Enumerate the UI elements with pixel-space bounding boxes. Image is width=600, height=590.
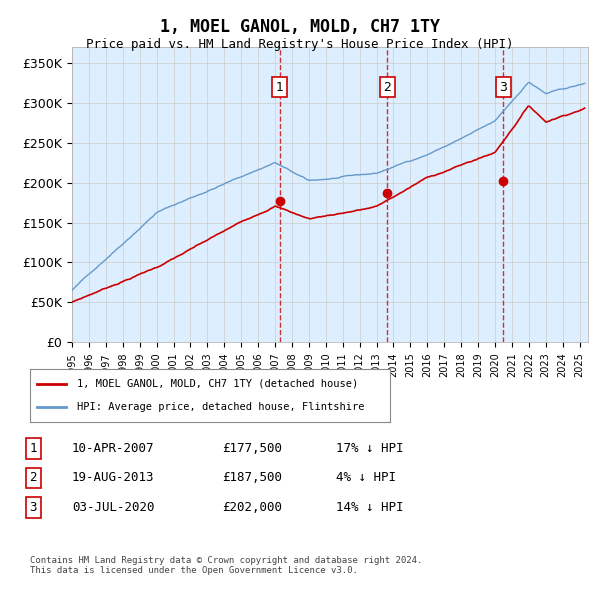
Text: 17% ↓ HPI: 17% ↓ HPI [336,442,404,455]
Text: £187,500: £187,500 [222,471,282,484]
Text: 14% ↓ HPI: 14% ↓ HPI [336,501,404,514]
Text: 1, MOEL GANOL, MOLD, CH7 1TY (detached house): 1, MOEL GANOL, MOLD, CH7 1TY (detached h… [77,379,358,389]
Text: 1, MOEL GANOL, MOLD, CH7 1TY: 1, MOEL GANOL, MOLD, CH7 1TY [160,18,440,36]
Text: 10-APR-2007: 10-APR-2007 [72,442,155,455]
Text: £177,500: £177,500 [222,442,282,455]
Text: Price paid vs. HM Land Registry's House Price Index (HPI): Price paid vs. HM Land Registry's House … [86,38,514,51]
Text: HPI: Average price, detached house, Flintshire: HPI: Average price, detached house, Flin… [77,402,364,412]
Text: Contains HM Land Registry data © Crown copyright and database right 2024.
This d: Contains HM Land Registry data © Crown c… [30,556,422,575]
Text: 3: 3 [500,81,508,94]
Text: 19-AUG-2013: 19-AUG-2013 [72,471,155,484]
Text: 3: 3 [29,501,37,514]
Text: 2: 2 [29,471,37,484]
Text: 4% ↓ HPI: 4% ↓ HPI [336,471,396,484]
Text: £202,000: £202,000 [222,501,282,514]
Text: 03-JUL-2020: 03-JUL-2020 [72,501,155,514]
Text: 1: 1 [29,442,37,455]
Text: 2: 2 [383,81,391,94]
Text: 1: 1 [276,81,284,94]
